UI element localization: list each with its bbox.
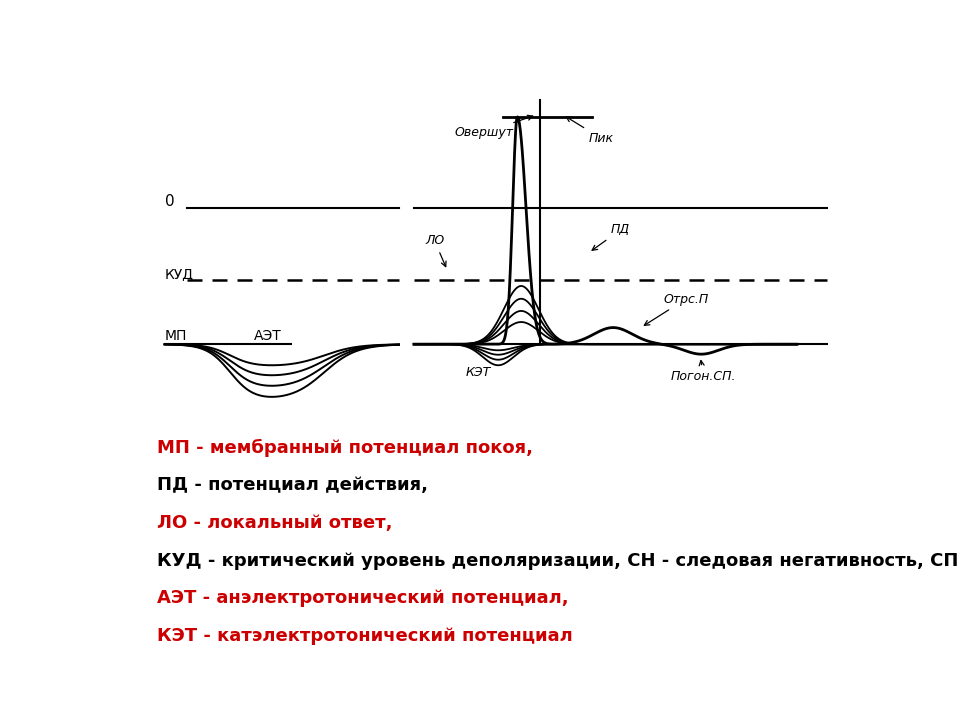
Text: ЛО: ЛО: [425, 235, 446, 266]
Text: ПД: ПД: [592, 223, 630, 251]
Text: МП - мембранный потенциал покоя,: МП - мембранный потенциал покоя,: [157, 438, 533, 456]
Text: АЭТ: АЭТ: [253, 329, 281, 343]
Text: АЭТ - анэлектротонический потенциал,: АЭТ - анэлектротонический потенциал,: [157, 589, 569, 607]
Text: МП: МП: [165, 329, 187, 343]
Text: КУД: КУД: [165, 266, 194, 281]
Text: Пик: Пик: [566, 117, 613, 145]
Text: Овершут: Овершут: [455, 115, 533, 139]
Text: ЛО - локальный ответ,: ЛО - локальный ответ,: [157, 514, 393, 532]
Text: Погон.СП.: Погон.СП.: [670, 361, 736, 383]
Text: 0: 0: [165, 194, 175, 209]
Text: КЭТ: КЭТ: [466, 366, 492, 379]
Text: ПД - потенциал действия,: ПД - потенциал действия,: [157, 476, 428, 494]
Text: КЭТ - катэлектротонический потенциал: КЭТ - катэлектротонический потенциал: [157, 627, 573, 645]
Text: КУД - критический уровень деполяризации, СН - следовая негативность, СП - следов: КУД - критический уровень деполяризации,…: [157, 552, 960, 570]
Text: Отрс.П: Отрс.П: [644, 292, 708, 325]
